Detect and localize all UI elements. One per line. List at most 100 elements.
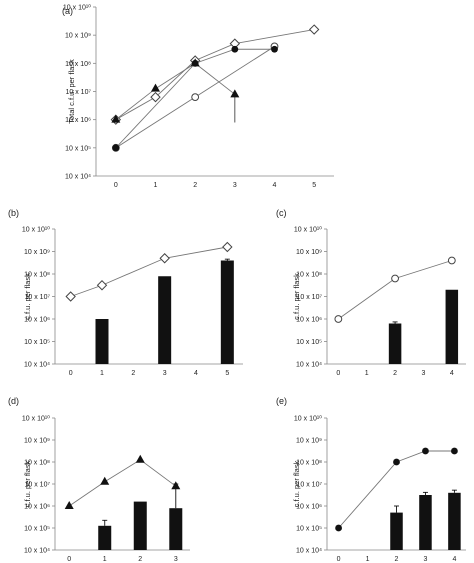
data-point-filled-circle bbox=[231, 45, 239, 53]
data-point-triangle bbox=[111, 114, 121, 123]
y-axis-label: c.f.u. per flask bbox=[292, 273, 301, 320]
bar bbox=[95, 319, 109, 364]
series-circle-open bbox=[334, 256, 456, 323]
bar bbox=[220, 260, 234, 364]
data-point-triangle bbox=[135, 454, 145, 463]
y-tick-label: 10 x 10⁵ bbox=[24, 526, 50, 533]
series-line bbox=[115, 48, 275, 149]
x-tick-label: 3 bbox=[421, 370, 425, 377]
series-triangle bbox=[111, 58, 240, 123]
x-tick-label: 0 bbox=[69, 370, 73, 377]
y-tick-label: 10 x 10⁷ bbox=[25, 482, 51, 489]
y-tick-label: 10 x 10⁸ bbox=[296, 272, 322, 279]
x-tick-label: 0 bbox=[337, 556, 341, 563]
y-tick-label: 10 x 10⁴ bbox=[65, 174, 91, 181]
chart-panel-0: (a) Total c.f.u. per flask 10 x 10⁴ 10 x 10… bbox=[62, 4, 334, 189]
panel-label: (b) bbox=[8, 208, 19, 218]
y-tick-label: 10 x 10⁹ bbox=[296, 249, 322, 256]
series-circle-filled bbox=[112, 45, 278, 152]
data-point-diamond bbox=[308, 24, 320, 35]
y-tick-label: 10 x 10⁷ bbox=[297, 482, 323, 489]
y-tick-label: 10 x 10⁸ bbox=[24, 272, 50, 279]
data-point-diamond bbox=[159, 253, 170, 264]
series-line bbox=[115, 29, 315, 121]
x-tick-label: 4 bbox=[452, 556, 456, 563]
data-point-diamond bbox=[96, 280, 108, 291]
y-tick-label: 10 x 10⁶ bbox=[296, 504, 322, 511]
y-tick-label: 10 x 10⁷ bbox=[297, 294, 323, 301]
y-tick-label: 10 x 10⁴ bbox=[296, 362, 322, 369]
y-tick-label: 10 x 10⁵ bbox=[24, 339, 50, 346]
y-tick-label: 10 x 10¹⁰ bbox=[22, 415, 50, 423]
y-tick-label: 10 x 10¹⁰ bbox=[294, 415, 322, 423]
data-point-diamond bbox=[150, 91, 161, 103]
y-axis-label: c.f.u. per flask bbox=[292, 460, 301, 507]
bar bbox=[388, 323, 402, 364]
data-point-filled-circle bbox=[422, 447, 429, 455]
y-tick-label: 10 x 10⁹ bbox=[24, 249, 50, 256]
x-tick-label: 3 bbox=[424, 556, 428, 563]
x-tick-label: 5 bbox=[312, 182, 316, 189]
y-tick-label: 10 x 10⁴ bbox=[24, 362, 50, 369]
series-line bbox=[68, 459, 177, 507]
bar bbox=[133, 501, 147, 550]
data-point-triangle bbox=[230, 89, 240, 98]
x-tick-label: 1 bbox=[154, 182, 158, 189]
data-point-filled-circle bbox=[191, 59, 199, 67]
x-tick-label: 1 bbox=[100, 370, 104, 377]
y-tick-label: 10 x 10⁶ bbox=[296, 317, 322, 324]
data-point-filled-circle bbox=[393, 458, 400, 466]
y-tick-label: 10 x 10⁵ bbox=[65, 145, 91, 152]
series-line bbox=[115, 62, 236, 121]
x-tick-label: 2 bbox=[193, 182, 197, 189]
data-point-open-circle bbox=[391, 274, 399, 283]
x-tick-label: 1 bbox=[103, 556, 107, 563]
x-tick-label: 4 bbox=[194, 370, 198, 377]
x-tick-label: 0 bbox=[336, 370, 340, 377]
data-point-triangle bbox=[64, 501, 74, 509]
y-tick-label: 10 x 10⁶ bbox=[24, 504, 50, 511]
y-tick-label: 10 x 10⁹ bbox=[24, 438, 50, 445]
bar bbox=[445, 289, 459, 364]
data-point-diamond bbox=[222, 241, 233, 253]
bar bbox=[390, 512, 403, 550]
x-tick-label: 0 bbox=[67, 556, 71, 563]
bar bbox=[169, 508, 183, 550]
data-point-filled-circle bbox=[271, 45, 278, 53]
y-tick-label: 10 x 10⁵ bbox=[296, 339, 322, 346]
chart-panel-1: (b) c.f.u. per flask 10 x 10⁴ 10 x 10⁵ 10 x … bbox=[8, 208, 243, 377]
series-diamond bbox=[110, 24, 320, 125]
x-tick-label: 1 bbox=[365, 370, 369, 377]
x-tick-label: 2 bbox=[395, 556, 399, 563]
chart-panel-2: (c) c.f.u. per flask 10 x 10⁴ 10 x 10⁵ 10 x … bbox=[276, 208, 466, 377]
bar bbox=[158, 276, 172, 364]
x-tick-label: 5 bbox=[225, 370, 229, 377]
x-tick-label: 4 bbox=[273, 182, 277, 189]
data-point-open-circle bbox=[334, 315, 343, 323]
data-point-open-circle bbox=[191, 93, 200, 102]
data-point-filled-circle bbox=[112, 144, 120, 152]
y-axis-label: Total c.f.u. per flask bbox=[67, 59, 76, 124]
x-tick-label: 3 bbox=[233, 182, 237, 189]
x-tick-label: 3 bbox=[174, 556, 178, 563]
y-tick-label: 10 x 10⁵ bbox=[296, 526, 322, 533]
x-tick-label: 2 bbox=[393, 370, 397, 377]
x-tick-label: 1 bbox=[366, 556, 370, 563]
y-tick-label: 10 x 10⁷ bbox=[66, 89, 92, 96]
data-point-triangle bbox=[151, 83, 160, 92]
y-tick-label: 10 x 10¹⁰ bbox=[22, 226, 50, 234]
y-tick-label: 10 x 10¹⁰ bbox=[63, 4, 91, 12]
y-tick-label: 10 x 10⁴ bbox=[24, 548, 50, 555]
chart-panel-4: (e) c.f.u. per flask 10 x 10⁴ 10 x 10⁵ 10 x … bbox=[276, 396, 466, 563]
data-point-triangle bbox=[100, 476, 110, 485]
series-line bbox=[70, 246, 228, 297]
bar bbox=[419, 495, 432, 550]
series-circle-filled bbox=[335, 447, 458, 532]
series-triangle bbox=[64, 454, 181, 509]
panel-label: (a) bbox=[62, 6, 73, 16]
x-tick-label: 2 bbox=[138, 556, 142, 563]
data-point-open-circle bbox=[447, 256, 456, 265]
data-point-triangle bbox=[171, 481, 181, 490]
data-point-diamond bbox=[65, 291, 76, 302]
